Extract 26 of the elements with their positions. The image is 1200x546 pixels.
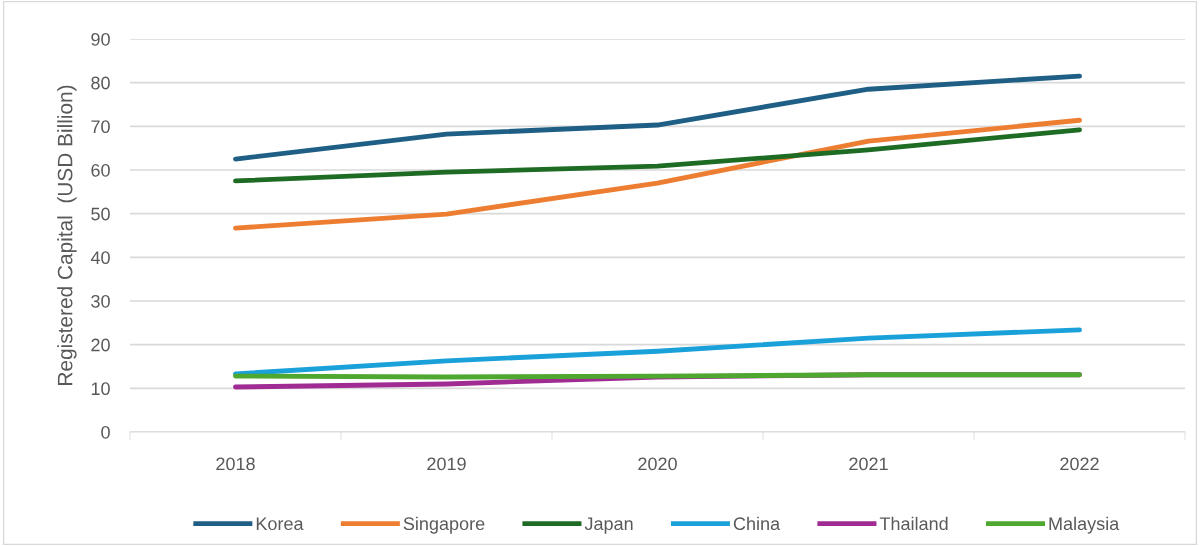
x-tick-label: 2022 [1060, 457, 1099, 471]
legend-label: China [733, 516, 781, 531]
x-tick-label: 2020 [638, 457, 677, 471]
legend-label: Japan [584, 517, 633, 534]
x-tick-label: 2018 [216, 457, 255, 471]
y-tick-label: 20 [91, 338, 110, 352]
line-series [233, 73, 1082, 162]
y-tick-label: 40 [90, 251, 110, 265]
y-tick-label: 90 [91, 32, 110, 46]
x-tick-label: 2021 [849, 457, 888, 471]
y-tick-label: 10 [91, 382, 110, 396]
line-series [233, 327, 1082, 377]
legend-label: Thailand [879, 516, 948, 531]
y-axis-title: Registered Capital (USD Billion) [57, 85, 77, 385]
y-tick-label: 60 [91, 163, 110, 177]
legend-label: Korea [256, 517, 304, 531]
y-tick-label: 30 [91, 294, 110, 308]
y-tick-label: 50 [91, 207, 110, 221]
x-tick-label: 2019 [427, 457, 466, 471]
line-series [233, 127, 1082, 184]
line-series [233, 117, 1082, 231]
legend-label: Singapore [403, 516, 485, 534]
y-tick-label: 80 [91, 76, 110, 90]
y-tick-label: 0 [101, 425, 110, 439]
y-tick-label: 70 [91, 120, 110, 134]
legend-label: Malaysia [1049, 516, 1120, 534]
